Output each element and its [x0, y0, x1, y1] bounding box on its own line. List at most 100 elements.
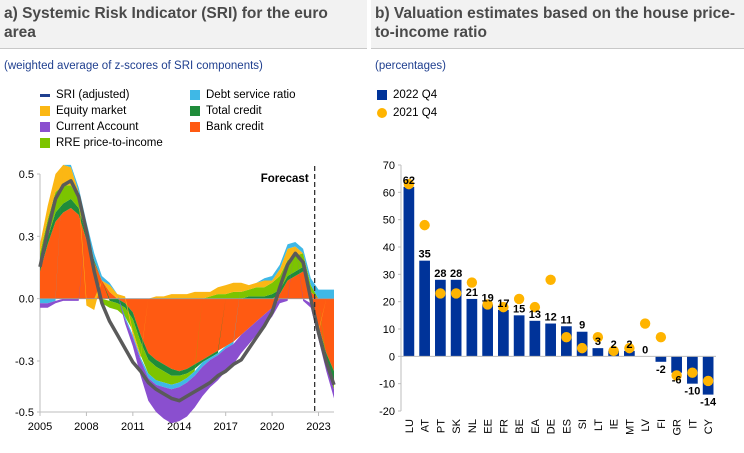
category-label: CY [703, 418, 715, 434]
legend-swatch [40, 94, 50, 97]
x-tick-label: 2011 [121, 421, 145, 433]
bar-lu [403, 186, 415, 357]
dot-fi [655, 332, 667, 343]
legend-swatch [40, 138, 50, 148]
bar-value-label: 12 [545, 312, 557, 324]
bar-at [419, 260, 430, 357]
y-tick-label: 70 [383, 160, 395, 172]
bar-fi [655, 356, 667, 362]
category-label: NL [467, 419, 479, 433]
bar-value-label: 62 [403, 175, 415, 187]
bar-value-label: 21 [466, 287, 478, 299]
category-label: LU [404, 419, 416, 433]
bar-gr [671, 356, 682, 373]
category-label: EA [530, 418, 542, 433]
legend-label: Bank credit [206, 121, 264, 133]
category-label: ES [561, 419, 573, 434]
category-label: DE [546, 419, 558, 434]
category-label: LT [593, 419, 605, 431]
dot-mt [624, 342, 635, 354]
bar-value-label: 2 [611, 339, 617, 351]
panel-b-subtitle: (percentages) [375, 60, 446, 72]
bar-nl [466, 298, 478, 357]
category-label: AT [420, 419, 432, 433]
category-label: SI [577, 419, 589, 429]
legend-label: Debt service ratio [206, 89, 296, 101]
category-label: BE [514, 419, 526, 434]
sri-chart: 0.5 0.3 0.0 -0.3 -0.5 2005 2008 2011 2014 2017 202… [15, 164, 336, 433]
y-tick-label: 40 [383, 242, 395, 254]
legend-swatch [40, 122, 50, 132]
dot-gr [671, 370, 682, 381]
area-current-account [40, 221, 334, 424]
legend-label: Current Account [56, 121, 139, 133]
legend-label: 2021 Q4 [393, 107, 438, 119]
category-label: SK [451, 418, 463, 433]
category-label: FR [498, 419, 510, 434]
dot-es [561, 332, 572, 343]
y-tick-label: 50 [383, 215, 395, 227]
sri-line [38, 179, 336, 403]
bar-de [545, 323, 556, 357]
area-bank-credit [40, 208, 334, 372]
y-tick-label: -0.5 [15, 407, 34, 419]
dot-sk [450, 288, 462, 299]
bar-value-label: 19 [482, 292, 494, 304]
bar-fr [498, 309, 509, 357]
dot-it [687, 367, 698, 378]
legend-label: 2022 Q4 [393, 89, 438, 101]
bar-value-label: 35 [419, 249, 431, 261]
x-tick-label: 2014 [167, 421, 191, 433]
legend-label: RRE price-to-income [56, 137, 163, 149]
y-tick-label: 20 [383, 297, 395, 309]
legend-swatch [190, 122, 200, 132]
dot-be [513, 293, 525, 305]
category-label: IE [609, 419, 621, 429]
bar-mt [624, 350, 635, 357]
bar-pt [435, 279, 446, 357]
x-tick-label: 2005 [28, 421, 52, 433]
y-tick-label: -0.3 [15, 356, 34, 368]
bar-be [513, 315, 525, 357]
y-tick-label: 0.3 [19, 231, 34, 243]
bar-value-label: 2 [626, 339, 632, 351]
bar-cy [702, 356, 714, 395]
dot-pt [435, 288, 446, 299]
bar-value-label: -2 [656, 364, 666, 376]
y-tick-label: -20 [379, 406, 395, 418]
y-tick-label: 60 [383, 187, 395, 199]
category-label: MT [624, 419, 636, 435]
area-equity-market [40, 164, 334, 358]
dot-fr [498, 301, 509, 313]
y-tick-label: 10 [383, 324, 395, 336]
dot-ie [608, 345, 619, 357]
bar-value-label: -10 [684, 386, 700, 398]
bar-value-label: 0 [642, 344, 648, 356]
bar-lt [592, 348, 604, 357]
dot-si [576, 342, 588, 354]
legend-label: Equity market [56, 105, 127, 117]
legend-swatch [40, 106, 50, 116]
legend-label: SRI (adjusted) [56, 89, 130, 101]
category-label: LV [640, 418, 652, 431]
panel-b-title-bar: b) Valuation estimates based on the hous… [371, 0, 744, 49]
y-tick-label: 0 [389, 351, 395, 363]
category-label: EE [483, 419, 495, 434]
legend-swatch [377, 108, 387, 118]
y-tick-label: 0.0 [19, 294, 34, 306]
panel-a-title-bar: a) Systemic Risk Indicator (SRI) for the… [0, 0, 367, 49]
legend-label: Total credit [206, 105, 262, 117]
bar-value-label: 9 [579, 320, 585, 332]
bar-sk [450, 279, 462, 357]
legend-swatch [190, 90, 200, 100]
x-tick-label: 2020 [260, 421, 284, 433]
y-tick-label: -10 [379, 379, 395, 391]
panel-a: a) Systemic Risk Indicator (SRI) for the… [0, 0, 367, 453]
y-tick-label: 30 [383, 269, 395, 281]
category-label: GR [672, 419, 684, 436]
bar-ee [482, 304, 493, 357]
bar-value-label: -14 [700, 397, 717, 409]
dot-at [419, 219, 430, 231]
dot-lv [639, 318, 651, 329]
